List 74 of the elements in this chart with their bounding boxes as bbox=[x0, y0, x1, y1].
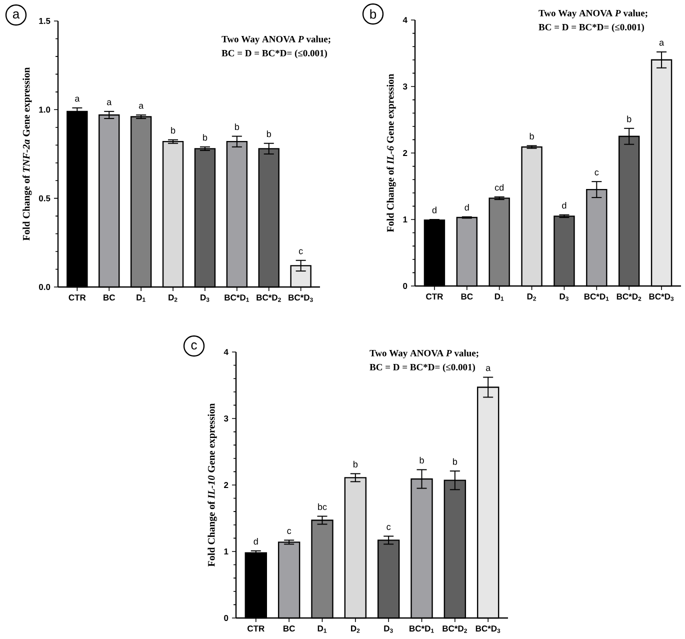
x-tick-label: BC*D$_{1}$ bbox=[410, 626, 434, 633]
x-tick-label: BC*D$_{2}$ bbox=[256, 294, 281, 302]
x-tick-label: D$_{3}$ bbox=[560, 294, 568, 301]
x-tick-label: D$_{2}$ bbox=[527, 294, 536, 301]
x-tick-label: D$_{2}$ bbox=[351, 626, 360, 633]
y-tick-label: 0.0 bbox=[38, 284, 50, 290]
annotation: BC = D = BC*D= (≤0.001) bbox=[222, 50, 328, 58]
x-tick-label: BC*D$_{2}$ bbox=[616, 294, 642, 301]
y-tick-label: 2 bbox=[403, 150, 408, 156]
data-label: b bbox=[530, 132, 534, 140]
y-axis-title: Fold Change of TNF-2a Gene expression bbox=[22, 67, 32, 241]
data-label: d bbox=[562, 202, 566, 209]
y-axis-title: Fold Change of IL-10 Gene expression bbox=[208, 403, 217, 567]
x-tick-label: D$_{1}$ bbox=[318, 626, 327, 633]
x-tick-label: BC bbox=[461, 294, 473, 300]
x-tick-label: CTR bbox=[426, 294, 444, 300]
data-label: b bbox=[353, 460, 358, 468]
data-label: b bbox=[235, 123, 240, 130]
y-tick-label: 1.0 bbox=[39, 106, 50, 113]
annotation: Two Way ANOVA P value; bbox=[370, 350, 478, 358]
y-tick-label: 0 bbox=[403, 282, 408, 289]
data-label: b bbox=[203, 134, 208, 141]
text: Two Way ANOVA P value; bbox=[538, 10, 648, 18]
data-label: b bbox=[453, 458, 458, 465]
x-tick-label: CTR bbox=[248, 626, 264, 632]
data-label: d bbox=[464, 204, 469, 211]
data-label: b bbox=[420, 456, 424, 464]
x-tick-label: D$_{1}$ bbox=[494, 294, 504, 301]
x-tick-label: D$_{1}$ bbox=[136, 294, 146, 302]
data-label: c bbox=[287, 529, 292, 534]
x-tick-label: BC*D$_{1}$ bbox=[584, 294, 609, 301]
data-label: bc bbox=[318, 503, 327, 510]
y-tick-label: 4 bbox=[224, 349, 228, 355]
text: b bbox=[370, 9, 376, 19]
x-tick-label: BC*D$_{3}$ bbox=[288, 294, 313, 302]
annotation: BC = D = BC*D= (≤0.001) bbox=[538, 24, 644, 32]
annotation: BC = D = BC*D= (≤0.001) bbox=[370, 364, 476, 372]
data-label: d bbox=[432, 206, 436, 214]
y-tick-label: 0 bbox=[224, 614, 228, 621]
data-label: a bbox=[138, 104, 144, 109]
y-tick-label: 3 bbox=[224, 415, 228, 422]
x-tick-label: D$_{3}$ bbox=[384, 626, 393, 633]
data-label: a bbox=[75, 96, 80, 102]
data-label: d bbox=[254, 538, 258, 545]
data-label: c bbox=[594, 170, 599, 176]
x-tick-label: BC*D$_{3}$ bbox=[476, 626, 500, 633]
y-tick-label: 1 bbox=[403, 216, 408, 222]
data-label: b bbox=[171, 126, 176, 134]
x-tick-label: BC*D$_{3}$ bbox=[649, 294, 674, 301]
x-tick-label: BC bbox=[104, 294, 116, 301]
data-label: cd bbox=[494, 184, 504, 191]
x-tick-label: D$_{2}$ bbox=[168, 294, 178, 302]
x-tick-label: BC*D$_{2}$ bbox=[442, 626, 467, 633]
data-label: b bbox=[266, 130, 271, 138]
data-label: c bbox=[298, 249, 303, 254]
data-label: a bbox=[659, 40, 664, 46]
y-tick-label: 0.5 bbox=[38, 195, 50, 202]
text: a bbox=[12, 11, 20, 19]
y-axis-title: Fold Change of IL-6 Gene expression bbox=[386, 74, 396, 232]
y-tick-label: 2 bbox=[224, 482, 228, 488]
data-label: a bbox=[486, 366, 491, 372]
annotation: Two Way ANOVA P value; bbox=[222, 36, 330, 44]
y-tick-label: 4 bbox=[402, 17, 408, 23]
x-tick-label: BC bbox=[284, 626, 295, 632]
x-tick-label: D$_{3}$ bbox=[200, 294, 210, 302]
text: c bbox=[191, 342, 197, 350]
data-label: a bbox=[107, 100, 112, 106]
y-tick-label: 1.5 bbox=[39, 18, 50, 24]
y-tick-label: 1 bbox=[224, 548, 228, 554]
y-tick-label: 3 bbox=[402, 83, 408, 90]
data-label: b bbox=[627, 116, 632, 122]
x-tick-label: BC*D$_{1}$ bbox=[224, 294, 250, 302]
data-label: c bbox=[386, 525, 391, 530]
x-tick-label: CTR bbox=[68, 294, 86, 301]
